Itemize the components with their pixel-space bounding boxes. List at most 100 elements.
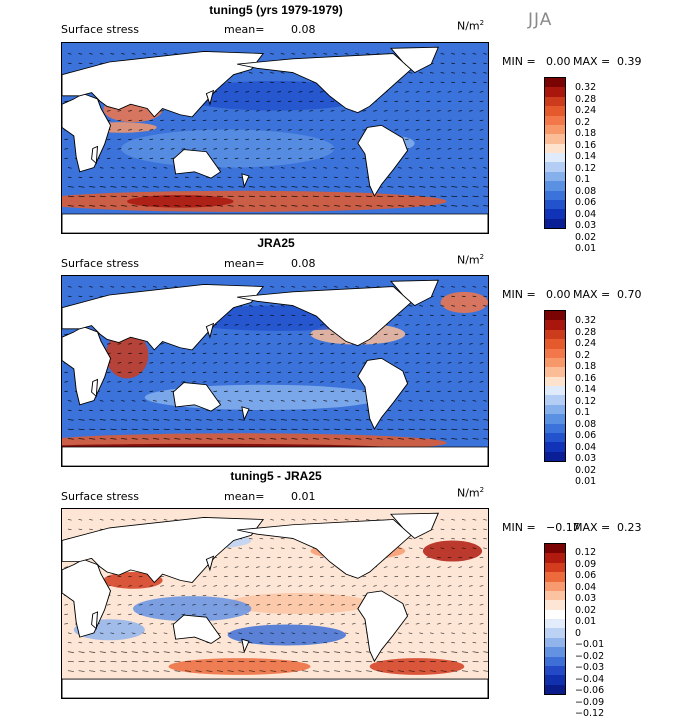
stress-vector [160, 381, 164, 383]
stress-vector [426, 613, 431, 615]
stress-vector [472, 167, 477, 169]
stress-vector [429, 409, 434, 411]
stress-vector [330, 566, 335, 568]
stress-vector [344, 167, 349, 169]
stress-vector [309, 604, 313, 606]
stress-vector [174, 428, 181, 430]
stress-vector [224, 613, 228, 615]
stress-vector [319, 594, 324, 596]
stress-vector [376, 195, 383, 197]
stress-vector [160, 371, 164, 373]
stress-vector [479, 352, 484, 354]
stress-vector [287, 623, 292, 625]
stress-vector [287, 148, 292, 150]
stress-vector [469, 352, 473, 354]
stress-vector [291, 660, 298, 663]
stress-vector [319, 129, 324, 131]
stress-vector [224, 371, 228, 373]
stress-vector [277, 119, 281, 121]
stress-vector [291, 409, 296, 411]
stress-vector [259, 547, 264, 549]
stress-vector [383, 100, 388, 102]
stress-vector [344, 286, 349, 288]
stress-vector [429, 305, 434, 307]
stress-vector [458, 129, 463, 131]
stress-vector [479, 566, 484, 568]
stress-vector [206, 205, 213, 207]
stress-vector [415, 381, 420, 383]
stress-vector [341, 129, 345, 131]
stress-vector [461, 409, 466, 411]
stress-vector [280, 519, 285, 521]
stress-vector [309, 119, 313, 121]
stress-vector [472, 538, 477, 540]
stress-vector [266, 324, 271, 326]
stress-vector [117, 371, 122, 373]
stress-vector [451, 528, 455, 530]
stress-vector [405, 604, 409, 606]
stress-vector [270, 438, 277, 440]
colorbar-tick-label: 0.01 [575, 243, 597, 254]
stress-vector [163, 409, 168, 411]
stress-vector [309, 138, 313, 140]
panel-1-mean-value: 0.08 [291, 23, 316, 36]
stress-vector [383, 333, 388, 335]
colorbar-swatch [545, 171, 565, 182]
stress-vector [277, 362, 281, 364]
stress-vector [89, 286, 93, 288]
stress-vector [319, 157, 324, 159]
stress-vector [121, 660, 128, 663]
stress-vector [415, 343, 420, 345]
colorbar-tick-label: 0.1 [575, 407, 591, 418]
stress-vector [309, 148, 313, 150]
stress-vector [192, 613, 196, 615]
stress-vector [195, 670, 202, 672]
stress-vector [227, 547, 232, 549]
stress-vector [99, 176, 104, 178]
colorbar-swatch [545, 628, 565, 638]
stress-vector [245, 585, 250, 587]
stress-vector [224, 343, 228, 345]
stress-vector [429, 400, 434, 402]
stress-vector [483, 419, 488, 421]
stress-vector [394, 566, 399, 568]
stress-vector [344, 205, 351, 207]
stress-vector [163, 167, 168, 169]
stress-vector [355, 53, 360, 55]
colorbar-swatch [545, 386, 565, 396]
stress-vector [78, 176, 83, 178]
stress-vector [355, 670, 362, 672]
stress-vector [415, 575, 420, 578]
panel-2-min-value: 0.00 [546, 288, 571, 301]
stress-vector [479, 100, 484, 102]
stress-vector [256, 566, 260, 568]
stress-vector [170, 148, 175, 150]
stress-vector [259, 72, 264, 74]
stress-vector [238, 176, 242, 178]
stress-vector [192, 352, 196, 354]
stress-vector [89, 176, 93, 178]
stress-vector [256, 623, 260, 625]
stress-vector [206, 195, 213, 197]
stress-vector [373, 110, 377, 112]
stress-vector [362, 110, 367, 112]
stress-vector [461, 305, 466, 307]
stress-vector [440, 53, 445, 55]
stress-vector [174, 419, 181, 421]
stress-vector [309, 157, 313, 159]
stress-vector [483, 400, 487, 402]
colorbar-tick-label: 0.08 [575, 185, 597, 197]
stress-vector [319, 381, 324, 383]
stress-vector [248, 419, 255, 421]
stress-vector [291, 167, 296, 169]
stress-vector [298, 110, 303, 112]
stress-vector [469, 119, 473, 121]
stress-anomaly-region [440, 291, 488, 313]
stress-vector [192, 129, 196, 131]
stress-vector [202, 110, 207, 112]
stress-vector [142, 519, 147, 521]
stress-vector [362, 119, 367, 121]
panel-2-colorbar-ticks: 0.32 0.28 0.24 0.2 0.18 0.16 0.14 0.12 0.1 0.08 0.… [575, 315, 596, 488]
stress-vector [89, 651, 96, 653]
stress-vector [458, 604, 463, 606]
